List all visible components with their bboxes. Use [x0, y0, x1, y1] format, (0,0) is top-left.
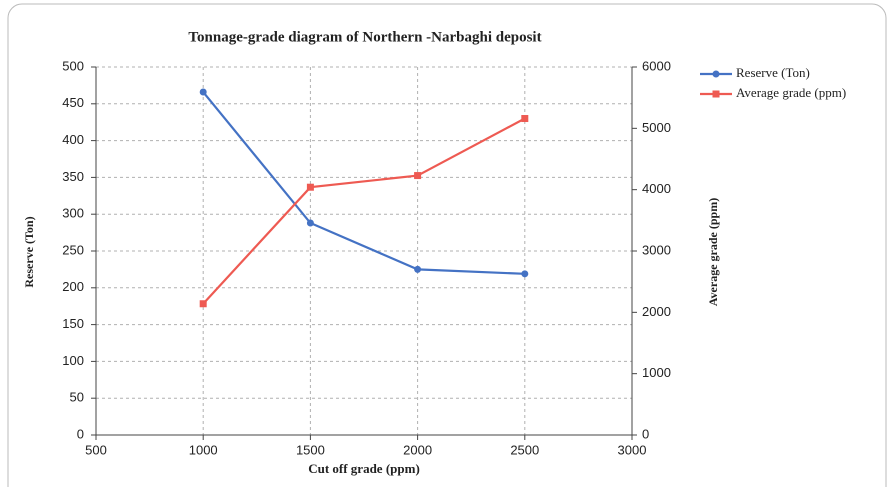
marker [712, 70, 720, 78]
y-tick-label: 200 [62, 279, 84, 294]
marker [414, 172, 422, 180]
marker [712, 90, 720, 98]
y-tick-label: 0 [77, 426, 84, 441]
x-tick-label: 1000 [189, 442, 218, 457]
y2-tick-label: 2000 [642, 304, 671, 319]
x-axis-label: Cut off grade (ppm) [308, 461, 420, 476]
series-line [202, 117, 526, 305]
marker [306, 183, 314, 191]
y2-tick-label: 0 [642, 426, 649, 441]
marker [414, 265, 422, 273]
y2-tick-label: 1000 [642, 365, 671, 380]
y-tick-label: 150 [62, 316, 84, 331]
x-tick-label: 3000 [618, 442, 647, 457]
y-tick-label: 100 [62, 353, 84, 368]
y2-tick-label: 5000 [642, 120, 671, 135]
y2-tick-label: 3000 [642, 242, 671, 257]
marker [199, 88, 207, 96]
x-tick-label: 2500 [510, 442, 539, 457]
frame [7, 3, 887, 487]
legend-label: Average grade (ppm) [736, 85, 846, 100]
marker [306, 219, 314, 227]
marker [521, 270, 529, 278]
x-tick-label: 2000 [403, 442, 432, 457]
y-tick-label: 350 [62, 169, 84, 184]
y-tick-label: 500 [62, 58, 84, 73]
y-tick-label: 400 [62, 132, 84, 147]
y-tick-label: 250 [62, 242, 84, 257]
y2-tick-label: 6000 [642, 58, 671, 73]
y2-axis-label: Average grade (ppm) [706, 198, 720, 306]
x-tick-label: 500 [85, 442, 107, 457]
y-tick-label: 50 [70, 390, 84, 405]
chart-title: Tonnage-grade diagram of Northern -Narba… [188, 29, 541, 45]
x-tick-label: 1500 [296, 442, 325, 457]
y-axis-label: Reserve (Ton) [22, 216, 36, 287]
marker [521, 115, 529, 123]
y-tick-label: 300 [62, 206, 84, 221]
marker [199, 300, 207, 308]
legend-label: Reserve (Ton) [736, 65, 810, 80]
series-line [202, 91, 525, 275]
y2-tick-label: 4000 [642, 181, 671, 196]
y-tick-label: 450 [62, 95, 84, 110]
